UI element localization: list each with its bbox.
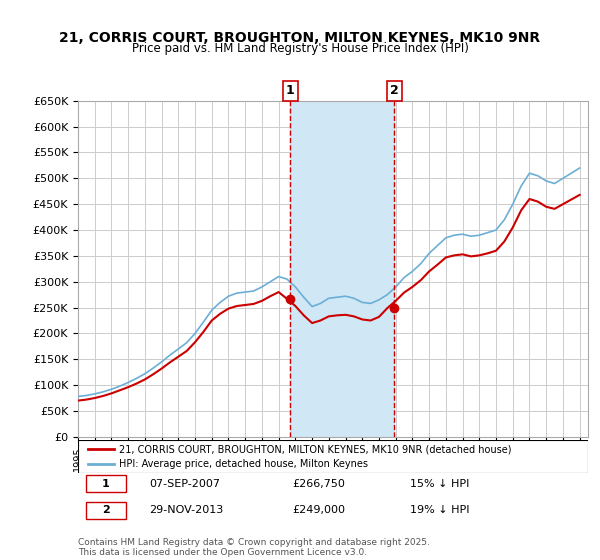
Text: £249,000: £249,000 — [292, 505, 345, 515]
Text: HPI: Average price, detached house, Milton Keynes: HPI: Average price, detached house, Milt… — [119, 459, 368, 469]
Text: 2: 2 — [102, 505, 110, 515]
Text: 21, CORRIS COURT, BROUGHTON, MILTON KEYNES, MK10 9NR (detached house): 21, CORRIS COURT, BROUGHTON, MILTON KEYN… — [119, 444, 511, 454]
FancyBboxPatch shape — [86, 502, 127, 519]
Text: Contains HM Land Registry data © Crown copyright and database right 2025.
This d: Contains HM Land Registry data © Crown c… — [78, 538, 430, 557]
Text: 29-NOV-2013: 29-NOV-2013 — [149, 505, 224, 515]
Text: 1: 1 — [102, 479, 110, 489]
Text: £266,750: £266,750 — [292, 479, 345, 489]
FancyBboxPatch shape — [86, 475, 127, 492]
Text: 15% ↓ HPI: 15% ↓ HPI — [409, 479, 469, 489]
Text: 21, CORRIS COURT, BROUGHTON, MILTON KEYNES, MK10 9NR: 21, CORRIS COURT, BROUGHTON, MILTON KEYN… — [59, 31, 541, 45]
FancyBboxPatch shape — [78, 440, 588, 473]
Text: Price paid vs. HM Land Registry's House Price Index (HPI): Price paid vs. HM Land Registry's House … — [131, 42, 469, 55]
Text: 2: 2 — [390, 85, 398, 97]
Text: 19% ↓ HPI: 19% ↓ HPI — [409, 505, 469, 515]
Text: 1: 1 — [286, 85, 295, 97]
Bar — [290, 101, 394, 437]
Text: 07-SEP-2007: 07-SEP-2007 — [149, 479, 220, 489]
